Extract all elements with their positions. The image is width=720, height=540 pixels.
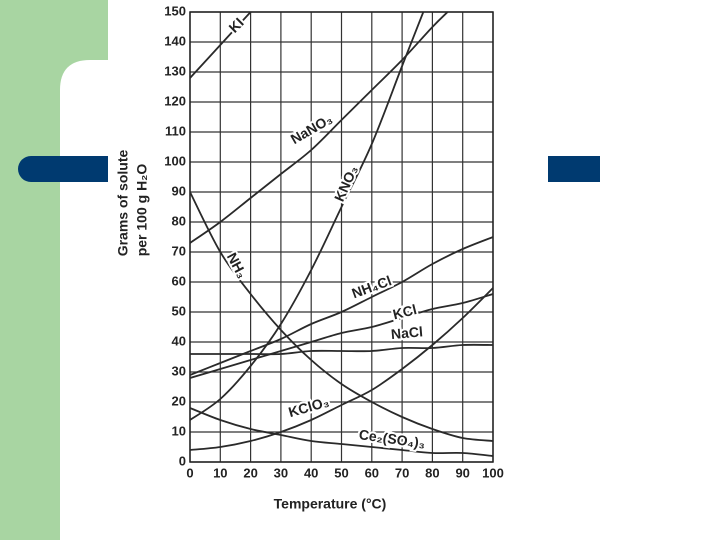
y-tick-label: 60 <box>172 273 186 288</box>
solubility-curve <box>190 343 493 356</box>
y-axis-label: Grams of solute <box>115 150 131 257</box>
y-tick-label: 20 <box>172 393 186 408</box>
solubility-curve <box>190 12 425 421</box>
solubility-curve <box>190 293 493 379</box>
y-tick-label: 80 <box>172 213 186 228</box>
y-tick-label: 70 <box>172 243 186 258</box>
x-tick-label: 80 <box>425 465 439 480</box>
solubility-curve <box>190 12 449 244</box>
y-tick-label: 100 <box>164 153 186 168</box>
y-axis-label: per 100 g H₂O <box>134 164 150 257</box>
x-tick-label: 10 <box>213 465 227 480</box>
y-tick-label: 130 <box>164 63 186 78</box>
x-tick-label: 20 <box>243 465 257 480</box>
solubility-curve <box>190 191 493 442</box>
solubility-curve <box>190 12 252 79</box>
x-tick-label: 0 <box>186 465 193 480</box>
x-tick-label: 100 <box>482 465 504 480</box>
y-tick-label: 90 <box>172 183 186 198</box>
y-tick-label: 110 <box>165 123 186 138</box>
y-tick-label: 50 <box>172 303 186 318</box>
chart-background <box>108 0 518 540</box>
y-tick-label: 140 <box>164 33 186 48</box>
y-tick-label: 40 <box>172 333 186 348</box>
y-tick-label: 30 <box>172 363 186 378</box>
x-tick-label: 90 <box>455 465 469 480</box>
x-tick-label: 50 <box>334 465 348 480</box>
side-panel <box>60 60 108 540</box>
curve-label: NaCl <box>390 323 423 342</box>
y-tick-label: 150 <box>164 3 186 18</box>
y-tick-label: 120 <box>164 93 186 108</box>
x-tick-label: 70 <box>395 465 409 480</box>
x-tick-label: 60 <box>365 465 379 480</box>
solubility-curve <box>190 407 493 457</box>
y-tick-label: 10 <box>172 423 186 438</box>
right-bar <box>548 156 600 182</box>
x-tick-label: 40 <box>304 465 318 480</box>
solubility-curve <box>190 287 493 451</box>
x-tick-label: 30 <box>274 465 288 480</box>
x-axis-label: Temperature (°C) <box>274 496 387 512</box>
y-tick-label: 0 <box>179 453 186 468</box>
